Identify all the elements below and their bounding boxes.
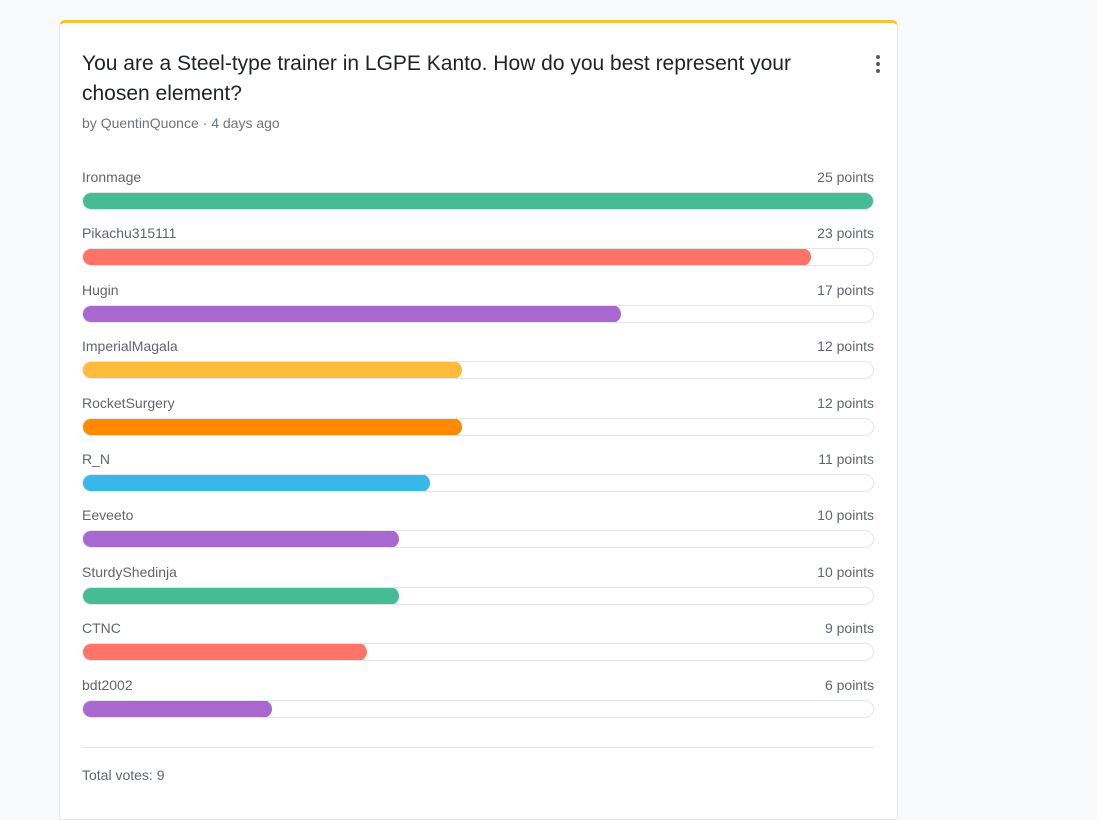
- result-bar-fill: [83, 362, 462, 379]
- result-points: 12 points: [817, 338, 874, 355]
- result-points: 9 points: [824, 620, 874, 637]
- result-bar-track: [82, 248, 874, 267]
- result-bar-track: [82, 586, 874, 605]
- result-label-row: Ironmage 25 points: [82, 167, 874, 187]
- result-label-row: CTNC 9 points: [82, 618, 874, 638]
- result-label-row: Eeveeto 10 points: [82, 505, 874, 525]
- result-points: 11 points: [818, 450, 874, 467]
- result-points: 25 points: [817, 169, 874, 185]
- result-name: SturdyShedinja: [82, 563, 177, 580]
- result-points: 12 points: [817, 394, 874, 411]
- result-points: 6 points: [824, 676, 874, 693]
- result-bar-fill: [83, 474, 430, 491]
- poll-result-row: Eeveeto 10 points: [82, 505, 874, 561]
- poll-header: You are a Steel-type trainer in LGPE Kan…: [82, 49, 882, 131]
- result-bar-track: [82, 417, 874, 436]
- menu-dot: [876, 69, 880, 73]
- poll-result-row: RocketSurgery 12 points: [82, 393, 874, 449]
- poll-time-ago: 4 days ago: [211, 115, 280, 131]
- poll-result-row: SturdyShedinja 10 points: [82, 562, 874, 618]
- result-name: bdt2002: [82, 676, 133, 693]
- result-bar-fill: [83, 249, 811, 266]
- poll-result-row: Hugin 17 points: [82, 280, 874, 336]
- poll-title: You are a Steel-type trainer in LGPE Kan…: [82, 52, 791, 105]
- result-bar-fill: [83, 305, 621, 322]
- result-name: RocketSurgery: [82, 394, 175, 411]
- result-label-row: Hugin 17 points: [82, 280, 874, 300]
- menu-dot: [876, 55, 880, 59]
- result-label-row: ImperialMagala 12 points: [82, 336, 874, 356]
- result-points: 17 points: [817, 281, 874, 298]
- result-label-row: bdt2002 6 points: [82, 675, 874, 695]
- result-name: CTNC: [82, 620, 121, 637]
- result-name: Ironmage: [82, 169, 142, 185]
- result-bar-track: [82, 473, 874, 492]
- menu-dot: [876, 62, 880, 66]
- result-name: Pikachu315111: [82, 225, 177, 242]
- result-bar-track: [82, 361, 874, 380]
- poll-result-row: Pikachu315111 23 points: [82, 223, 874, 279]
- result-points: 23 points: [817, 225, 874, 242]
- poll-result-row: bdt2002 6 points: [82, 675, 874, 731]
- result-label-row: Pikachu315111 23 points: [82, 223, 874, 243]
- result-label-row: R_N 11 points: [82, 449, 874, 469]
- author-prefix: by: [82, 115, 101, 131]
- result-name: Eeveeto: [82, 507, 134, 524]
- result-bar-track: [82, 643, 874, 662]
- result-bar-fill: [83, 587, 399, 604]
- result-bar-fill: [83, 418, 462, 435]
- result-label-row: RocketSurgery 12 points: [82, 393, 874, 413]
- result-bar-track: [82, 699, 874, 718]
- poll-meta: by QuentinQuonce · 4 days ago: [82, 115, 882, 131]
- result-bar-fill: [83, 644, 367, 661]
- result-points: 10 points: [817, 563, 874, 580]
- poll-result-row: Ironmage 25 points: [82, 167, 874, 223]
- result-bar-fill: [83, 531, 399, 548]
- poll-result-row: CTNC 9 points: [82, 618, 874, 674]
- result-bar-fill: [83, 700, 272, 717]
- poll-results: Ironmage 25 points Pikachu315111 23 points H…: [82, 167, 874, 731]
- author-link[interactable]: QuentinQuonce: [100, 115, 199, 131]
- result-bar-track: [82, 192, 874, 210]
- result-name: R_N: [82, 450, 111, 467]
- result-name: ImperialMagala: [82, 338, 178, 355]
- vertical-ellipsis-icon[interactable]: [870, 53, 886, 75]
- total-votes: Total votes: 9: [82, 767, 165, 783]
- result-name: Hugin: [82, 281, 119, 298]
- divider: [82, 747, 874, 748]
- poll-result-row: R_N 11 points: [82, 449, 874, 505]
- result-points: 10 points: [817, 507, 874, 524]
- meta-separator: ·: [198, 115, 212, 131]
- poll-card: You are a Steel-type trainer in LGPE Kan…: [59, 20, 898, 820]
- result-bar-fill: [83, 193, 873, 209]
- result-label-row: SturdyShedinja 10 points: [82, 562, 874, 582]
- result-bar-track: [82, 530, 874, 549]
- poll-result-row: ImperialMagala 12 points: [82, 336, 874, 392]
- result-bar-track: [82, 304, 874, 323]
